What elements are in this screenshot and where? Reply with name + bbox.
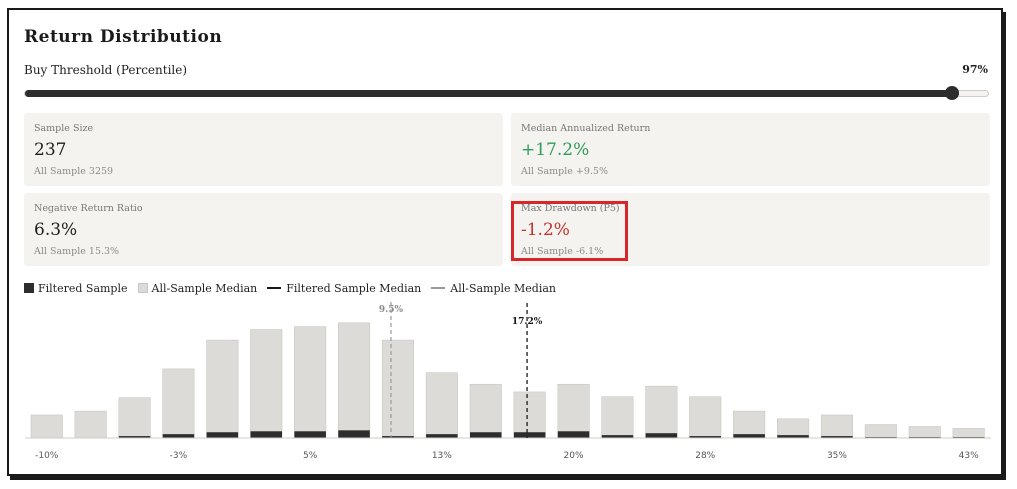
filtered-sample-bar — [470, 432, 502, 438]
x-tick-label: 5% — [303, 451, 318, 461]
all-sample-bar — [689, 396, 722, 439]
all-sample-bar — [952, 428, 985, 439]
legend-item: Filtered Sample Median — [267, 282, 421, 295]
metric-card-max-drawdown: Max Drawdown (P5) -1.2% All Sample -6.1% — [511, 193, 990, 266]
x-tick-label: 35% — [827, 451, 847, 461]
legend-item: All-Sample Median — [137, 281, 258, 295]
metric-card-negative-ratio: Negative Return Ratio 6.3% All Sample 15… — [24, 193, 503, 266]
filtered-sample-bar — [601, 435, 634, 438]
filtered-sample-bar — [206, 432, 239, 438]
metric-value: -1.2% — [521, 220, 570, 240]
all-sample-bar — [118, 397, 151, 439]
filtered-sample-bar — [162, 434, 195, 438]
all-sample-bar — [820, 414, 854, 439]
filtered-sample-bar — [513, 432, 546, 438]
legend-swatch-dark — [24, 283, 34, 293]
metric-label: Sample Size — [34, 123, 94, 134]
filtered-sample-bar — [689, 436, 721, 438]
legend-label: All-Sample Median — [450, 281, 557, 295]
return-histogram: -10% -3% 5% 13% 20% 28% 35% 43% 9.5% 17.2% — [25, 302, 991, 461]
filtered-sample-bar — [821, 436, 853, 438]
metric-label: Max Drawdown (P5) — [521, 203, 620, 214]
legend-label: Filtered Sample Median — [286, 281, 422, 295]
all-sample-bar — [908, 426, 941, 439]
legend-item: All-Sample Median — [431, 282, 556, 295]
panel-title: Return Distribution — [24, 27, 223, 47]
legend-swatch-light — [137, 283, 148, 293]
x-tick-label: -3% — [170, 451, 188, 461]
filtered-sample-bar — [294, 431, 326, 438]
x-tick-label: 13% — [432, 451, 452, 461]
metric-subtext: All Sample 15.3% — [34, 246, 120, 257]
legend-swatch-line-dark — [267, 287, 282, 289]
x-tick-label: 20% — [564, 451, 584, 461]
filtered-sample-bar — [338, 430, 370, 438]
all-sample-bar — [294, 326, 327, 439]
filtered-median-label: 17.2% — [512, 317, 543, 327]
legend-item: Filtered Sample — [24, 282, 128, 295]
slider-value: 97% — [962, 63, 988, 76]
all-sample-bar — [425, 372, 458, 439]
all-sample-bar — [513, 391, 546, 439]
all-sample-bar — [601, 396, 634, 439]
x-tick-label: -10% — [35, 451, 59, 461]
highlight-box — [511, 201, 628, 261]
threshold-slider-track[interactable] — [24, 90, 989, 97]
metric-label: Median Annualized Return — [521, 123, 651, 134]
filtered-sample-bar — [382, 436, 414, 438]
x-tick-label: 28% — [695, 451, 715, 461]
threshold-slider-thumb[interactable] — [945, 86, 959, 100]
legend-label: Filtered Sample — [38, 281, 128, 295]
all-sample-bar — [74, 410, 107, 439]
filtered-sample-bar — [426, 434, 458, 438]
all-sample-median-label: 9.5% — [379, 305, 404, 315]
all-sample-bar — [645, 385, 678, 439]
metric-subtext: All Sample -6.1% — [521, 246, 604, 257]
all-sample-bar — [864, 424, 897, 439]
filtered-sample-bar — [118, 436, 151, 438]
all-sample-bar — [250, 329, 283, 439]
filtered-sample-bar — [733, 434, 765, 438]
filtered-sample-bar — [557, 431, 590, 438]
all-sample-bar — [162, 368, 195, 439]
all-sample-bar — [469, 383, 502, 439]
all-sample-bar — [337, 322, 371, 439]
metric-label: Negative Return Ratio — [34, 203, 143, 214]
metric-value: +17.2% — [521, 140, 590, 160]
metric-subtext: All Sample 3259 — [34, 166, 114, 177]
filtered-sample-bar — [250, 431, 282, 438]
metric-subtext: All Sample +9.5% — [521, 166, 608, 177]
all-sample-bar — [381, 339, 415, 439]
metric-card-median-return: Median Annualized Return +17.2% All Samp… — [511, 113, 990, 186]
slider-label: Buy Threshold (Percentile) — [24, 63, 188, 77]
metric-value: 237 — [34, 140, 67, 160]
metric-card-sample-size: Sample Size 237 All Sample 3259 — [24, 113, 503, 186]
threshold-slider-fill — [25, 90, 960, 97]
x-tick-label: 43% — [959, 451, 979, 461]
return-distribution-card: Return Distribution Buy Threshold (Perce… — [7, 8, 1003, 476]
all-sample-bar — [206, 339, 239, 439]
filtered-sample-bar — [645, 433, 678, 438]
all-sample-bar — [733, 410, 766, 439]
legend-swatch-line-gray — [431, 287, 446, 289]
legend-label: All-Sample Median — [151, 281, 258, 295]
chart-legend: Filtered Sample All-Sample Median Filter… — [24, 280, 566, 296]
all-sample-bar — [557, 383, 590, 439]
filtered-sample-bar — [777, 435, 809, 438]
all-sample-bar — [30, 414, 63, 439]
metric-value: 6.3% — [34, 220, 78, 240]
